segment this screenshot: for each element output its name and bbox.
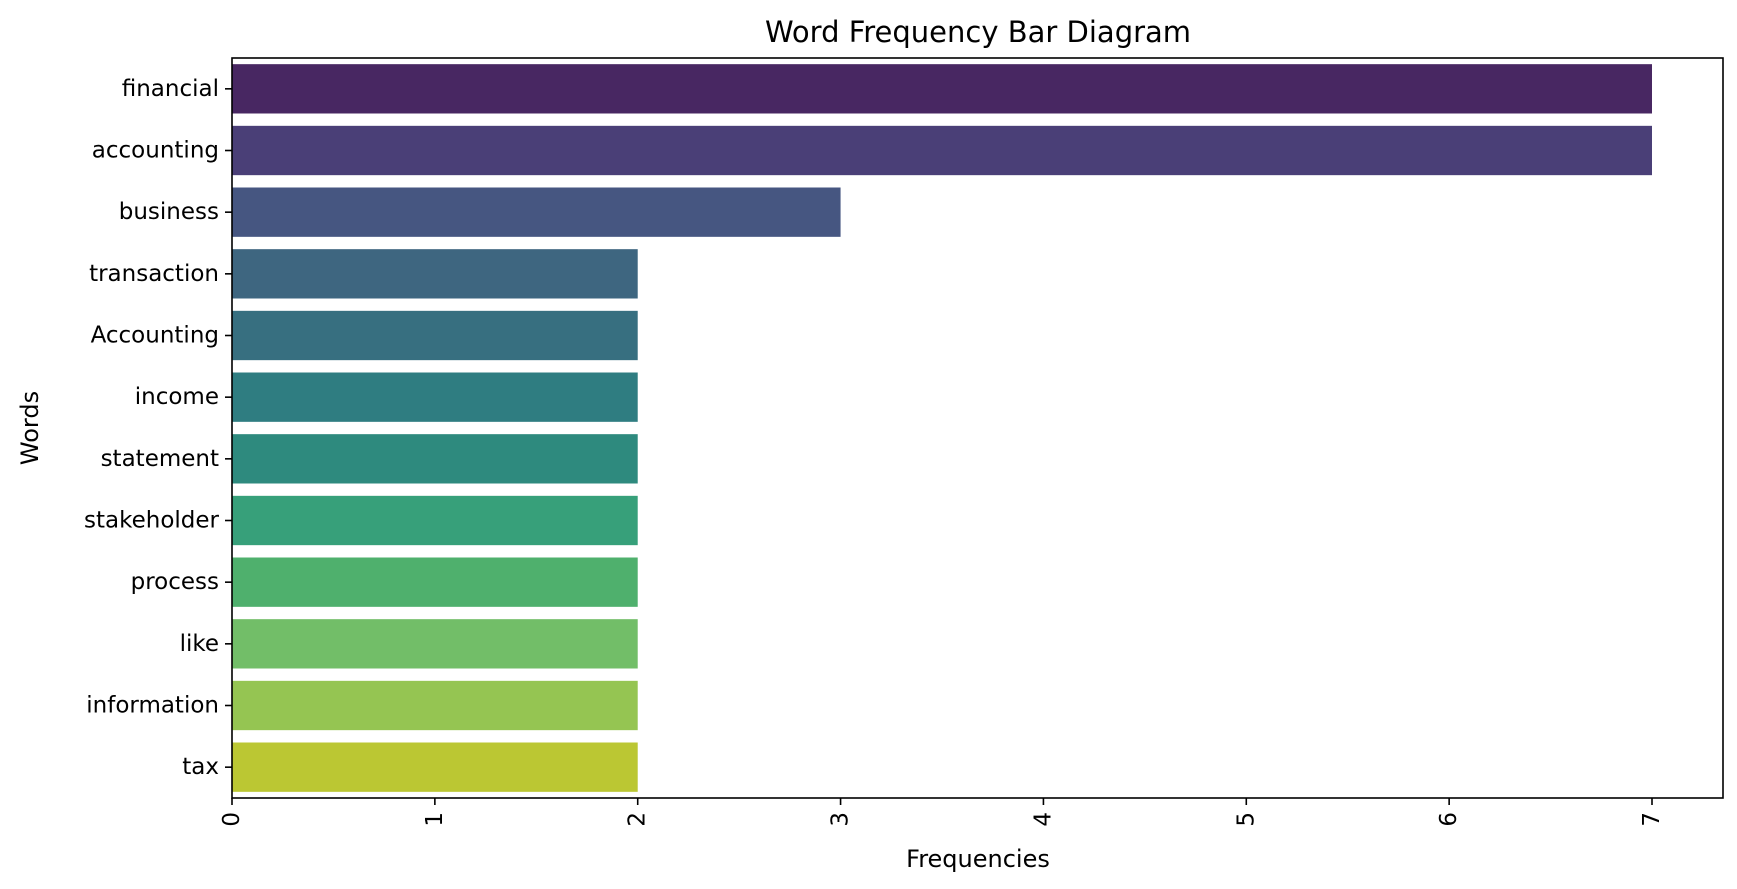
y-tick-label: accounting	[92, 138, 219, 164]
plot-frame	[231, 57, 1724, 799]
y-tick-label: stakeholder	[84, 508, 220, 534]
x-tick-label: 3	[828, 812, 854, 827]
bar-2	[232, 187, 841, 237]
x-tick-label: 5	[1233, 812, 1259, 827]
x-axis: 0 1 2 3 4 5 6 7	[219, 798, 1665, 827]
x-tick-label: 7	[1639, 812, 1665, 827]
bar-0	[232, 64, 1652, 114]
x-tick-label: 6	[1436, 812, 1462, 827]
bar-4	[232, 310, 638, 361]
bar-8	[232, 557, 638, 607]
y-tick-label: like	[180, 631, 219, 657]
y-tick-label: process	[131, 569, 219, 595]
bar-10	[232, 680, 638, 731]
bar-1	[232, 125, 1652, 176]
y-tick-label: transaction	[89, 261, 219, 287]
x-tick-label: 2	[625, 812, 651, 827]
y-tick-label: Accounting	[91, 323, 219, 349]
x-tick-label: 0	[219, 812, 245, 827]
bar-5	[232, 372, 638, 422]
y-axis: financial accounting business transaction Ac…	[84, 76, 232, 780]
x-tick-label: 4	[1030, 812, 1056, 827]
chart-title: Word Frequency Bar Diagram	[765, 15, 1191, 49]
bar-3	[232, 249, 638, 299]
y-tick-label: information	[86, 693, 219, 719]
bar-11	[232, 742, 638, 792]
y-tick-label: financial	[122, 76, 219, 102]
bars-layer	[232, 64, 1652, 792]
y-tick-label: income	[135, 384, 219, 410]
y-axis-label: Words	[16, 391, 44, 465]
bar-6	[232, 434, 638, 484]
x-axis-label: Frequencies	[906, 845, 1050, 873]
y-tick-label: business	[119, 199, 219, 225]
y-tick-label: statement	[101, 446, 219, 472]
bar-9	[232, 619, 638, 669]
x-tick-label: 1	[422, 812, 448, 827]
bar-7	[232, 495, 638, 546]
y-tick-label: tax	[182, 754, 219, 780]
